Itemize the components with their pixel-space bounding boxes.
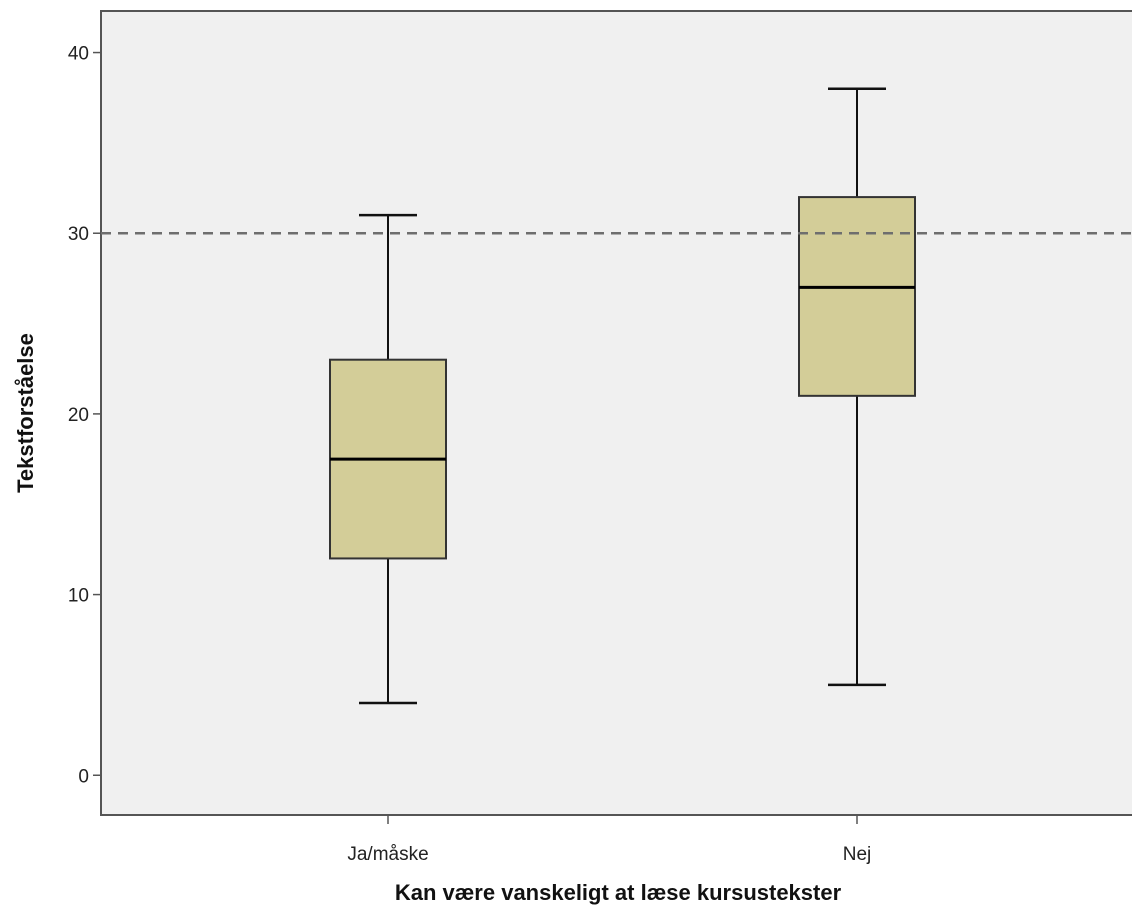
y-axis-title: Tekstforståelse bbox=[13, 333, 38, 493]
y-tick-label: 30 bbox=[68, 224, 89, 245]
x-tick-label: Ja/måske bbox=[347, 844, 428, 865]
x-axis-title: Kan være vanskeligt at læse kursustekste… bbox=[395, 880, 842, 905]
chart-marks: 0 10 20 30 40 Ja/måske Nej bbox=[68, 44, 1132, 865]
y-tick-label: 20 bbox=[68, 405, 89, 426]
plot-area bbox=[100, 10, 1132, 816]
y-tick-label: 0 bbox=[78, 766, 89, 787]
y-tick-label: 10 bbox=[68, 586, 89, 607]
box bbox=[798, 196, 916, 397]
y-tick-label: 40 bbox=[68, 44, 89, 65]
x-tick-label: Nej bbox=[843, 844, 872, 865]
